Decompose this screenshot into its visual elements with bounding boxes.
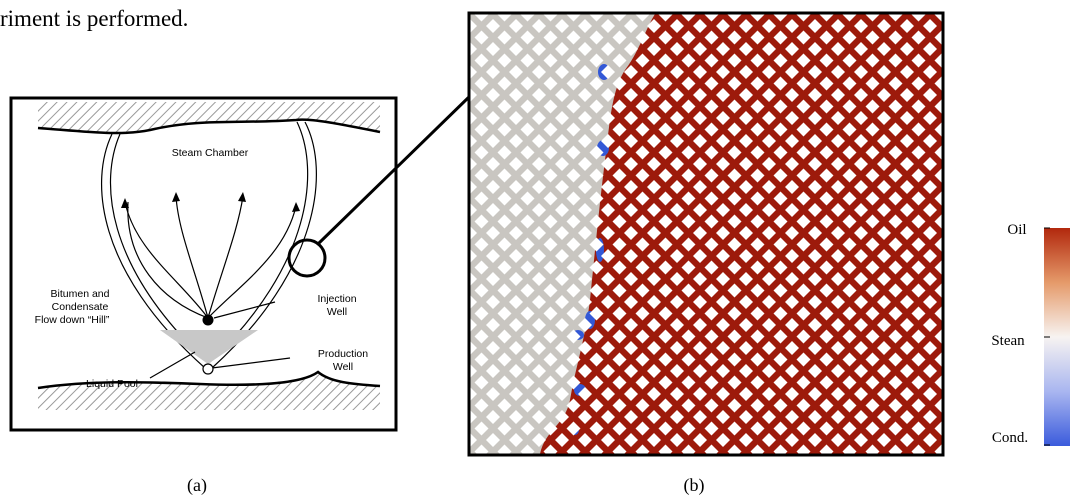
caption: (b): [684, 475, 705, 496]
label: Production: [318, 348, 368, 360]
label: Condensate: [52, 301, 109, 313]
header-text: riment is performed.: [0, 6, 188, 31]
panel-a: Steam Chamber Bitumen and Condensate Flo…: [11, 98, 396, 430]
colorbar-label: Oil: [1007, 222, 1026, 238]
colorbar-label: Cond.: [992, 430, 1028, 446]
label: Steam Chamber: [172, 147, 249, 159]
caption: (a): [187, 475, 207, 496]
label: Well: [327, 306, 347, 318]
figure: riment is performed. Steam Chamber Bitum…: [0, 0, 1070, 502]
label: Liquid Pool: [86, 378, 138, 390]
colorbar: Oil Stean Cond.: [991, 222, 1070, 446]
label: Bitumen and: [51, 288, 110, 300]
colorbar-label: Stean: [991, 333, 1025, 349]
label: Flow down “Hill”: [35, 314, 110, 326]
label: Injection: [317, 293, 356, 305]
panel-b: [469, 13, 943, 455]
label: Well: [333, 361, 353, 373]
